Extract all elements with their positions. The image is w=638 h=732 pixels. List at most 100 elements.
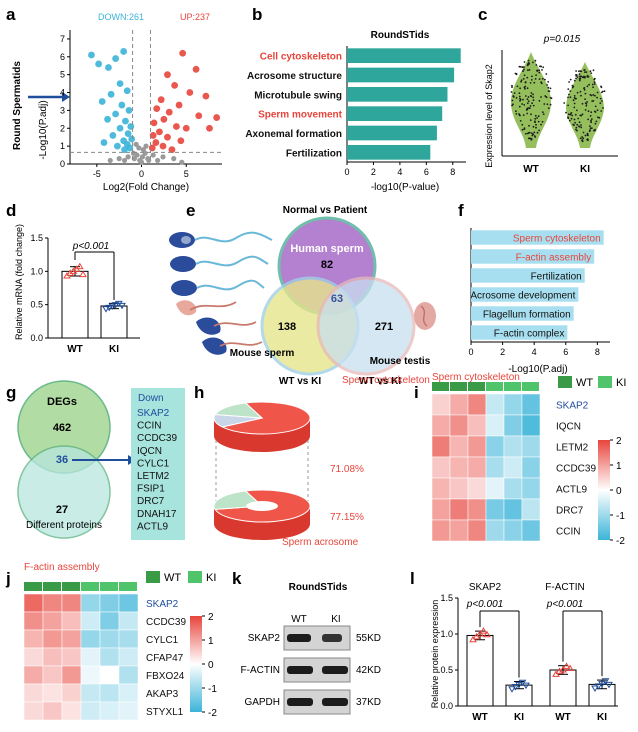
sperm-tail <box>196 279 265 291</box>
violin-dot <box>575 128 577 131</box>
heatmap-cell <box>503 435 523 458</box>
heatmap-cell <box>42 611 63 631</box>
heatmap-cell <box>61 629 82 649</box>
heatmap-cell <box>118 593 139 613</box>
heatmap-cell <box>485 414 505 437</box>
panel-h-label: h <box>194 383 204 402</box>
xtick-label: 6 <box>563 347 568 357</box>
panel-g: g DEGs 462 36 27 Different proteins Down… <box>6 380 185 540</box>
volcano-xticks: -5 0 5 <box>93 164 189 179</box>
violin-dot <box>545 96 548 98</box>
sperm-icon <box>170 256 196 272</box>
violin-dot <box>533 81 536 84</box>
mrna-ylabel: Relative mRNA (fold change) <box>14 224 24 340</box>
violin-dot <box>574 97 577 100</box>
volcano-xtick-label: 0 <box>139 169 144 179</box>
heatmap-cell <box>485 477 505 500</box>
violin-dot <box>547 86 550 89</box>
volcano-point-down <box>104 115 111 123</box>
heatmap-group-bar <box>522 382 539 391</box>
violin-dot <box>565 111 567 114</box>
gene-list-item: SKAP2 <box>137 408 170 419</box>
heatmap-cell <box>118 683 139 703</box>
bar <box>347 106 443 122</box>
violin-dot <box>543 103 546 105</box>
violin-dot <box>524 81 527 84</box>
legend-j-wt: WT <box>164 572 181 584</box>
violin-dot <box>526 102 529 105</box>
heatmap-group-bar <box>468 382 485 391</box>
legend-j-wt-swatch <box>146 571 160 583</box>
panel-a: a DOWN:261 UP:237 Round Spermatids -Log1… <box>6 5 222 193</box>
violin-dot <box>511 99 514 102</box>
venn-proteins-count: 27 <box>56 504 68 516</box>
protein-yticks: 0.0 0.5 1.0 1.5 <box>440 593 458 711</box>
volcano-ytick-label: 3 <box>60 105 65 115</box>
heatmap-cell <box>118 647 139 667</box>
volcano-point-up <box>150 119 158 127</box>
volcano-point-up <box>171 81 179 89</box>
violin-dot <box>540 96 542 98</box>
heatmap-cell <box>61 683 82 703</box>
legend-i-wt: WT <box>576 377 593 389</box>
pie-top-pct: 71.08% <box>330 464 364 475</box>
heatmap-cell <box>521 477 541 500</box>
heatmap-i-scale: 2 1 0 -1 -2 <box>610 436 625 547</box>
violin-dot <box>518 113 520 115</box>
violin-dot <box>528 107 531 110</box>
violin-dot <box>575 73 577 76</box>
volcano-point-down <box>112 55 119 62</box>
violin-dot <box>541 120 544 123</box>
panel-g-label: g <box>6 383 16 402</box>
volcano-ytick-label: 6 <box>60 52 65 62</box>
heatmap-cell <box>467 435 487 458</box>
heatmap-cell <box>485 519 505 542</box>
protein-point <box>515 681 523 689</box>
violin-dot <box>589 115 592 117</box>
volcano-point-down <box>124 130 132 138</box>
heatmap-cell <box>42 629 63 649</box>
heatmap-cell <box>521 435 541 458</box>
xtick-label: 4 <box>532 347 537 357</box>
violin-dot <box>514 72 517 75</box>
violin-dot <box>573 102 576 105</box>
volcano-point-up <box>175 101 183 109</box>
violin-dots <box>510 59 606 143</box>
volcano-point-down <box>118 101 126 109</box>
bar-f-bars: Sperm cytoskeleton F-actin assembly Fertil… <box>470 230 604 340</box>
violin-dot <box>530 113 532 116</box>
volcano-point-up <box>149 132 157 139</box>
panel-f: f Sperm cytoskeleton F-actin assembly Fert… <box>458 201 610 375</box>
volcano-point-down <box>112 110 119 118</box>
violin-dot <box>572 99 575 102</box>
heatmap-cell <box>23 701 44 721</box>
protein-category: WT <box>555 712 571 723</box>
violin-dot <box>576 76 579 78</box>
volcano-point-ns <box>107 157 113 164</box>
violin-dot <box>601 100 603 102</box>
blot-band-ki <box>322 666 348 674</box>
violin-dot <box>570 117 573 120</box>
violin-dot <box>532 99 535 102</box>
protein-ytick-label: 0.0 <box>440 701 453 711</box>
violin-dot <box>550 97 553 100</box>
violin-dot <box>594 94 596 97</box>
violin-dot <box>569 90 572 92</box>
heatmap-cell <box>521 456 541 479</box>
protein-point <box>559 666 567 673</box>
volcano-point-ns <box>116 156 122 162</box>
violin-dot <box>515 97 518 99</box>
heatmap-i-title: Sperm cytoskeleton <box>432 372 520 383</box>
colorbar-label: -2 <box>616 536 625 547</box>
violin-dot <box>520 79 523 82</box>
violin-dot <box>584 134 587 137</box>
violin-dot <box>524 87 526 90</box>
heatmap-cell <box>449 477 469 500</box>
volcano-xtick-label: -5 <box>93 169 101 179</box>
violin-dot <box>586 85 589 88</box>
volcano-point-down <box>88 51 95 59</box>
protein-ylabel: Relative protein expression <box>430 600 440 709</box>
volcano-ytick-label: 2 <box>60 123 65 133</box>
violin-dot <box>533 131 536 134</box>
violin-dot <box>568 81 570 83</box>
